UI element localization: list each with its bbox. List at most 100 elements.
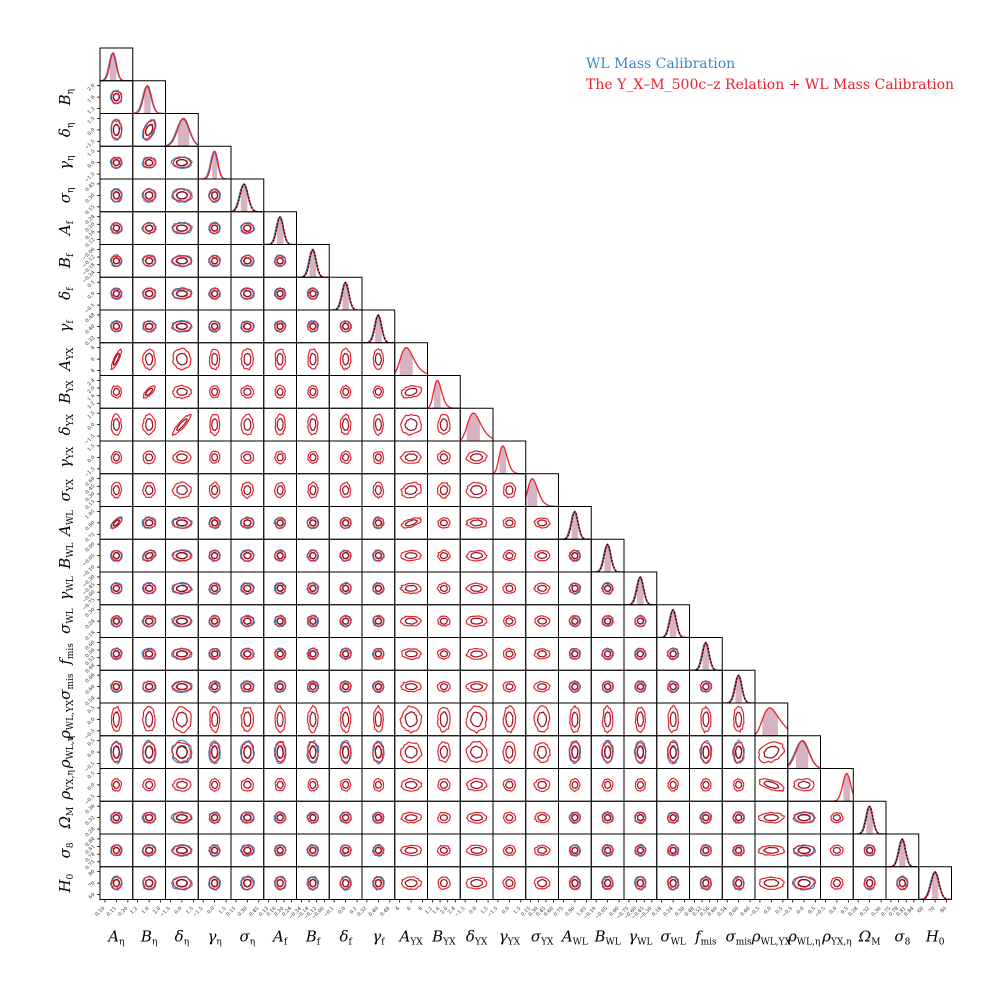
yx-contour-inner: [210, 846, 219, 855]
panel-frame: [394, 604, 428, 638]
yx-contour-inner: [469, 519, 484, 527]
yx-contour-inner: [439, 418, 448, 432]
x-tick-label: 8: [418, 906, 424, 912]
wl-contour-outer: [239, 516, 255, 530]
panel-content: [791, 875, 817, 891]
panel-content: [209, 385, 221, 399]
yx-contour-outer: [732, 844, 745, 857]
yx-contour-outer: [172, 156, 192, 169]
yx-contour-outer: [339, 811, 352, 823]
panel-8-1: [132, 309, 166, 344]
yx-contour-outer: [240, 812, 255, 824]
y-axis-label-25: H0: [56, 873, 76, 893]
yx-contour-inner: [636, 683, 644, 691]
y-axis-label-15: BWL: [56, 542, 76, 569]
credible-interval-shade: [240, 183, 248, 212]
panel-17-13: [525, 604, 559, 638]
yx-contour-outer: [568, 740, 581, 763]
panel-content: [399, 582, 422, 595]
panel-6-0: [99, 244, 134, 278]
yx-contour-inner: [763, 878, 780, 888]
yx-contour-outer: [667, 844, 679, 856]
panel-content: [372, 777, 385, 792]
panel-frame: [296, 571, 330, 606]
yx-contour-outer: [340, 517, 352, 529]
yx-contour-inner: [145, 191, 154, 200]
yx-contour-outer: [437, 549, 452, 562]
yx-contour-inner: [571, 846, 579, 854]
yx-contour-outer: [110, 875, 123, 890]
panel-frame: [492, 637, 527, 671]
yx-contour-outer: [437, 481, 451, 499]
panel-frame: [296, 702, 330, 737]
y-axis-label-24: σ8: [56, 842, 76, 858]
panel-content: [208, 680, 221, 694]
label-symbol: γ: [56, 591, 74, 600]
yx-contour-inner: [211, 453, 219, 462]
yx-contour-inner: [763, 813, 780, 822]
yx-contour-inner: [309, 710, 317, 728]
panel-content: [568, 582, 582, 595]
yx-contour-outer: [372, 876, 385, 890]
label-subscript: YX: [474, 938, 488, 948]
panel-content: [110, 187, 123, 203]
panel-9-4: [230, 342, 265, 376]
panel-frame: [459, 538, 494, 573]
x-tick-label: 0.18: [651, 906, 663, 918]
y-tick-label: 0.0: [87, 160, 97, 170]
yx-contour-outer: [699, 680, 712, 693]
yx-contour-inner: [341, 780, 350, 790]
panel-frame: [197, 768, 232, 802]
yx-contour-inner: [341, 878, 350, 888]
panel-content: [436, 680, 451, 693]
yx-contour-inner: [309, 387, 317, 397]
yx-contour-outer: [372, 582, 385, 595]
yx-contour-outer: [240, 254, 255, 267]
panel-frame: [885, 866, 920, 900]
yx-contour-inner: [637, 846, 645, 854]
yx-contour-outer: [172, 516, 192, 529]
panel-18-2: [165, 637, 199, 671]
panel-frame: [165, 637, 199, 671]
yx-contour-inner: [176, 485, 188, 496]
panel-content: [436, 582, 451, 595]
panel-content: [667, 843, 680, 857]
diagonal-panel-16: [623, 571, 658, 606]
panel-content: [502, 741, 517, 764]
panel-content: [437, 615, 451, 627]
yx-contour-inner: [374, 617, 382, 625]
panel-content: [533, 680, 551, 693]
yx-contour-outer: [240, 876, 254, 891]
yx-contour-inner: [797, 846, 811, 855]
panel-frame: [132, 276, 166, 311]
panel-content: [208, 582, 221, 595]
panel-23-9: [394, 800, 428, 835]
yx-contour-outer: [240, 844, 255, 856]
wl-contour-outer: [109, 221, 123, 235]
panel-25-11: [459, 866, 494, 900]
panel-content: [171, 347, 192, 371]
panel-content: [307, 778, 319, 792]
yx-contour-outer: [171, 778, 192, 792]
panel-7-6: [296, 276, 330, 311]
panel-content: [208, 481, 221, 499]
yx-contour-outer: [700, 876, 712, 891]
panel-13-11: [459, 473, 494, 507]
panel-content: [110, 481, 123, 499]
yx-contour-outer: [142, 348, 156, 371]
panel-content: [110, 549, 123, 563]
yx-contour-outer: [306, 811, 319, 824]
yx-contour-inner: [604, 617, 612, 625]
label-symbol: B: [140, 928, 152, 946]
yx-contour-inner: [865, 846, 874, 855]
panel-16-12: [492, 571, 527, 606]
panel-24-19: [721, 833, 756, 868]
yx-contour-outer: [569, 844, 581, 856]
panel-23-5: [263, 800, 297, 835]
panel-frame: [99, 669, 134, 704]
diagonal-panel-4: [230, 178, 265, 213]
yx-contour-inner: [571, 617, 579, 625]
panel-24-16: [623, 833, 658, 868]
yx-contour-inner: [702, 682, 710, 691]
yx-contour-inner: [404, 519, 418, 527]
